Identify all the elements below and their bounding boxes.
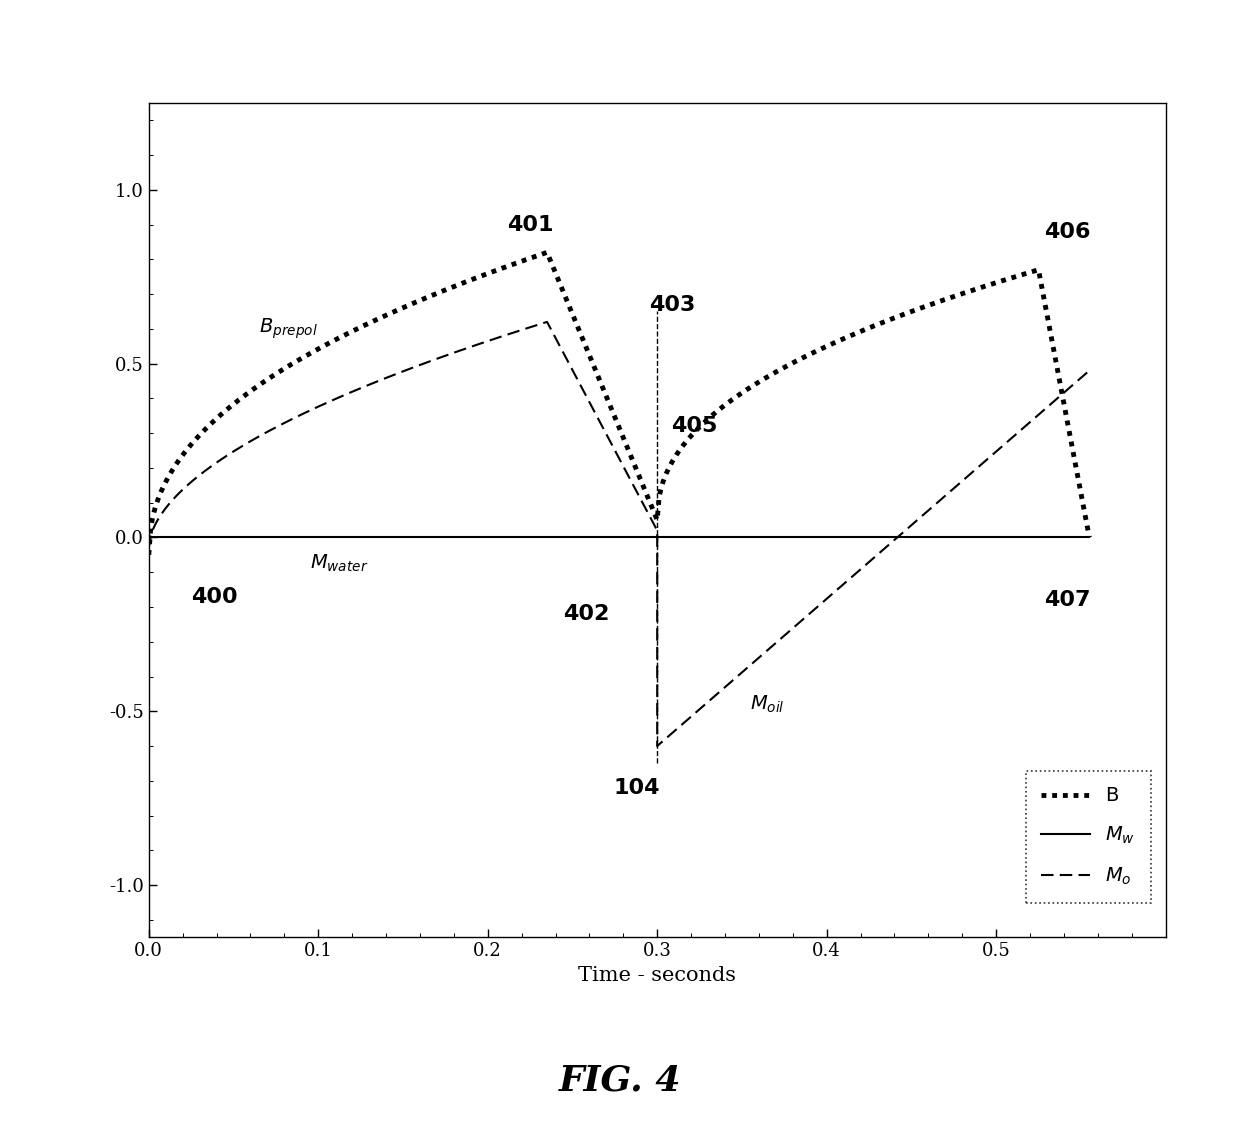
Text: $B_{prepol}$: $B_{prepol}$	[259, 317, 317, 341]
Text: 407: 407	[1044, 590, 1090, 610]
Text: 400: 400	[191, 586, 238, 607]
$M_w$	[1083, 530, 1097, 544]
Text: $M_{oil}$: $M_{oil}$	[750, 694, 785, 716]
Text: 406: 406	[1044, 222, 1090, 241]
B	[906, 304, 921, 318]
B	[893, 309, 908, 322]
$M_o$	[439, 349, 454, 362]
Text: FIG. 4: FIG. 4	[559, 1063, 681, 1097]
Text: $M_{water}$: $M_{water}$	[310, 553, 368, 574]
Legend: B, $M_w$, $M_o$: B, $M_w$, $M_o$	[1025, 770, 1151, 903]
Text: 405: 405	[671, 416, 717, 437]
$M_o$	[544, 323, 559, 337]
B	[539, 246, 554, 259]
B	[994, 274, 1009, 288]
$M_o$	[678, 714, 693, 728]
Line: $M_o$: $M_o$	[149, 322, 1090, 746]
X-axis label: Time - seconds: Time - seconds	[578, 966, 737, 984]
Text: 403: 403	[649, 295, 696, 314]
Text: 104: 104	[614, 777, 660, 798]
Text: 402: 402	[563, 604, 609, 624]
Text: 401: 401	[507, 215, 553, 234]
B	[170, 456, 185, 470]
$M_o$	[636, 497, 651, 511]
B	[424, 289, 439, 303]
B	[141, 547, 156, 561]
B	[1083, 530, 1097, 544]
$M_o$	[650, 740, 665, 753]
$M_o$	[1083, 363, 1097, 377]
$M_w$	[650, 530, 665, 544]
$M_o$	[991, 443, 1006, 457]
$M_o$	[141, 541, 156, 554]
$M_o$	[539, 315, 554, 329]
$M_w$	[141, 530, 156, 544]
B	[265, 369, 280, 383]
Line: B: B	[149, 253, 1090, 554]
$M_o$	[811, 600, 826, 614]
